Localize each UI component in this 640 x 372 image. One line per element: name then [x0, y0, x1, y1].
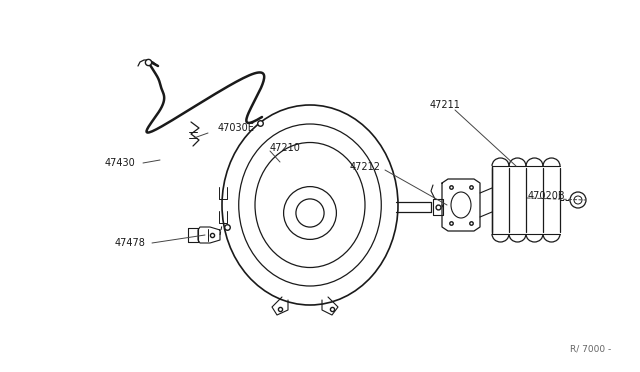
Text: 47020B: 47020B	[528, 191, 566, 201]
Text: R/ 7000 -: R/ 7000 -	[570, 344, 611, 353]
Text: 47478: 47478	[115, 238, 146, 248]
Text: 47030E: 47030E	[218, 123, 255, 133]
Text: 47210: 47210	[270, 143, 301, 153]
Text: 47430: 47430	[105, 158, 136, 168]
Text: 47212: 47212	[350, 162, 381, 172]
Text: 47211: 47211	[430, 100, 461, 110]
